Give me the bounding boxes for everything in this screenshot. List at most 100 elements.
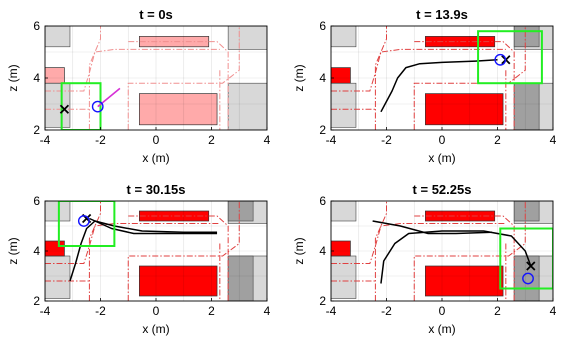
- x-tick-label: -2: [381, 304, 392, 318]
- occupied-cell: [331, 201, 357, 222]
- obstacle: [331, 240, 351, 257]
- y-tick-label: 4: [319, 71, 326, 85]
- x-tick-label: -2: [95, 133, 106, 147]
- reference-route: [331, 223, 506, 264]
- obstacle: [139, 93, 218, 126]
- y-tick-label: 2: [319, 123, 326, 137]
- plot-area: [331, 26, 553, 130]
- occupied-cell-dark: [513, 201, 540, 222]
- panel-3: -4 -2 0 2 4 2 4 6 t = 30.15s x (m) z (m): [6, 182, 271, 336]
- x-axis-label: x (m): [142, 151, 169, 165]
- y-tick-label: 6: [319, 194, 326, 208]
- y-tick-label: 2: [319, 294, 326, 308]
- reference-route: [88, 26, 101, 130]
- obstacle: [139, 265, 218, 297]
- sensor-window: [57, 201, 116, 247]
- occupied-cell-dark: [513, 255, 540, 301]
- occupied-cell: [45, 255, 71, 299]
- obstacle: [425, 93, 504, 126]
- obstacle: [425, 36, 496, 48]
- obstacle: [45, 67, 65, 84]
- reference-route: [414, 215, 515, 301]
- occupied-cell: [45, 201, 71, 222]
- x-tick-label: 4: [550, 304, 557, 318]
- occupied-cell-dark: [513, 26, 540, 48]
- obstacle: [139, 210, 210, 222]
- goal-marker: [526, 261, 536, 271]
- x-tick-label: 4: [264, 304, 271, 318]
- trajectory-line: [372, 220, 492, 235]
- y-tick-label: 2: [33, 294, 40, 308]
- sensor-window: [477, 30, 543, 85]
- occupied-cell: [45, 82, 71, 128]
- reference-route: [128, 215, 229, 301]
- x-tick-label: 2: [208, 133, 215, 147]
- panel-4: -4 -2 0 2 4 2 4 6 t = 52.25s x (m) z (m): [292, 182, 557, 336]
- y-axis-label: z (m): [6, 237, 20, 264]
- x-tick-label: -2: [95, 304, 106, 318]
- obstacle: [331, 67, 351, 84]
- x-tick-label: 2: [494, 133, 501, 147]
- panel-1: -4 -2 0 2 4 2 4 6 t = 0s x (m) z (m): [6, 7, 271, 165]
- obstacle: [139, 36, 210, 48]
- occupied-cell: [331, 255, 357, 299]
- x-tick-label: 4: [264, 133, 271, 147]
- panel-title: t = 52.25s: [413, 182, 472, 197]
- panel-title: t = 0s: [139, 7, 173, 22]
- reference-route: [88, 201, 101, 301]
- panel-2: -4 -2 0 2 4 2 4 6 t = 13.9s x (m) z (m): [292, 7, 557, 165]
- robot-marker: [91, 100, 104, 113]
- obstacle: [425, 210, 496, 222]
- panel-title: t = 13.9s: [416, 7, 468, 22]
- x-tick-label: 2: [208, 304, 215, 318]
- robot-marker: [77, 215, 90, 227]
- goal-marker: [59, 104, 70, 114]
- y-tick-label: 2: [33, 123, 40, 137]
- robot-marker: [494, 53, 507, 66]
- occupied-cell: [331, 26, 357, 48]
- y-tick-label: 6: [319, 19, 326, 33]
- x-tick-label: 0: [439, 304, 446, 318]
- occupied-cell-dark: [227, 201, 254, 222]
- x-tick-label: -4: [40, 304, 51, 318]
- x-tick-label: -4: [326, 304, 337, 318]
- reference-route: [45, 48, 220, 92]
- x-axis-label: x (m): [428, 151, 455, 165]
- reference-route: [45, 223, 220, 264]
- x-tick-label: -4: [40, 133, 51, 147]
- y-tick-label: 4: [33, 244, 40, 258]
- x-tick-label: 0: [439, 133, 446, 147]
- occupied-cell: [45, 26, 71, 48]
- plot-area: [45, 26, 267, 130]
- y-axis-label: z (m): [6, 64, 20, 91]
- reference-route: [128, 41, 229, 130]
- robot-marker: [522, 272, 534, 285]
- y-axis-label: z (m): [292, 64, 306, 91]
- occupied-cell: [227, 82, 267, 130]
- y-tick-label: 6: [33, 19, 40, 33]
- x-tick-label: -4: [326, 133, 337, 147]
- reference-route: [127, 26, 240, 130]
- x-axis-label: x (m): [142, 322, 169, 336]
- occupied-cell: [227, 26, 267, 50]
- reference-route: [374, 201, 387, 301]
- occupied-cell-dark: [227, 255, 254, 301]
- plot-area: [45, 201, 267, 301]
- y-tick-label: 4: [319, 244, 326, 258]
- trajectory-line: [89, 217, 218, 235]
- trajectory-line: [380, 59, 498, 113]
- y-tick-label: 6: [33, 194, 40, 208]
- x-tick-label: 0: [153, 304, 160, 318]
- x-tick-label: 0: [153, 133, 160, 147]
- plot-area: [331, 201, 553, 301]
- x-tick-label: 2: [494, 304, 501, 318]
- occupied-cell: [331, 82, 357, 128]
- x-tick-label: -2: [381, 133, 392, 147]
- obstacle: [45, 240, 65, 257]
- obstacle: [425, 265, 504, 297]
- reference-route: [331, 48, 506, 92]
- x-tick-label: 4: [550, 133, 557, 147]
- reference-route: [127, 201, 240, 301]
- y-axis-label: z (m): [292, 237, 306, 264]
